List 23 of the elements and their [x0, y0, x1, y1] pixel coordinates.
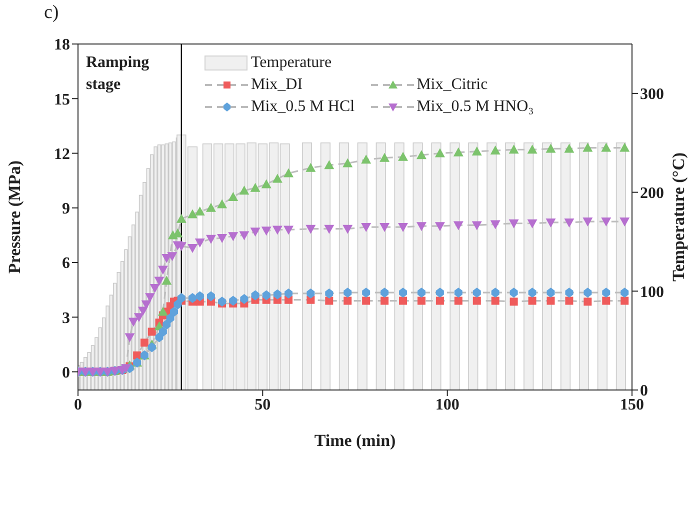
y-tick-label: 18	[54, 36, 70, 54]
chart-title: c)	[44, 2, 59, 24]
legend-label: Temperature	[251, 54, 332, 72]
legend-label: Mix_0.5 M HCl	[251, 98, 355, 116]
y2-tick-label: 100	[640, 284, 664, 301]
legend-label: Mix_DI	[251, 76, 303, 94]
y-tick-label: 0	[62, 364, 70, 382]
x-tick-label: 100	[435, 396, 460, 414]
y-tick-label: 6	[62, 255, 70, 272]
legend-label: Mix_0.5 M HNO₃	[416, 98, 534, 116]
y-tick-label: 15	[54, 91, 70, 108]
x-axis-title: Time (min)	[314, 431, 396, 450]
x-tick-label: 0	[74, 396, 82, 414]
y-tick-label: 3	[62, 310, 70, 327]
y2-axis-title: Temperature (°C)	[669, 152, 688, 282]
y2-tick-label: 200	[640, 184, 664, 202]
y-tick-label: 9	[62, 200, 70, 218]
x-tick-label: 50	[254, 396, 271, 414]
y-axis-title: Pressure (MPa)	[5, 160, 24, 274]
annotation: Ramping stage	[86, 53, 150, 95]
legend-label: Mix_Citric	[416, 76, 488, 94]
y2-tick-label: 300	[640, 86, 664, 104]
y-tick-label: 12	[54, 146, 70, 163]
